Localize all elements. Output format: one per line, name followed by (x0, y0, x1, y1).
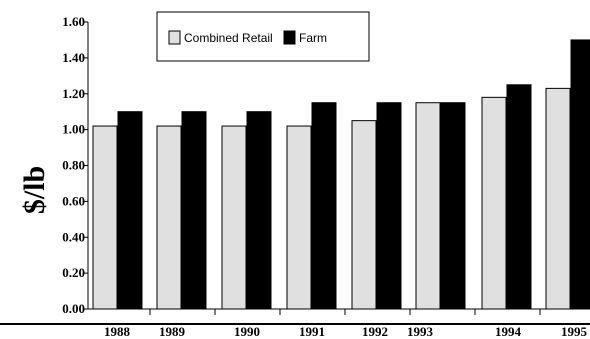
y-axis-label: $/lb (18, 166, 51, 214)
tick-labels: 0.00 0.20 0.40 0.60 0.80 1.00 1.20 1.40 1.60 1988… (62, 14, 587, 339)
x-tick-label-1989: 1989 (159, 324, 186, 339)
bar-farm-1990 (246, 111, 272, 310)
bar-combined-retail-1989 (156, 125, 182, 310)
bar-farm-1991 (311, 102, 337, 310)
bar-combined-retail-1992 (351, 120, 377, 310)
bar-combined-retail-1988 (92, 125, 118, 310)
y-tick-label: 0.60 (62, 193, 85, 208)
y-tick-label: 1.40 (62, 50, 85, 65)
bar-farm-1988 (117, 111, 143, 310)
y-tick-label: 0.40 (62, 229, 85, 244)
y-tick-label: 0.20 (62, 265, 85, 280)
y-tick-label: 1.20 (62, 86, 85, 101)
bar-combined-retail-1990 (221, 125, 247, 310)
y-tick-label: 1.60 (62, 14, 85, 29)
legend-box (156, 11, 370, 62)
bar-farm-1994 (506, 84, 532, 310)
bar-combined-retail-1994 (481, 96, 507, 310)
y-tick-label: 0.00 (62, 301, 85, 316)
x-tick-label-1995: 1995 (561, 324, 588, 339)
x-tick-label-1992: 1992 (362, 324, 388, 339)
legend-swatch-combined-retail (168, 30, 181, 45)
x-tick-label-1991: 1991 (299, 324, 325, 339)
bar-combined-retail-1993 (415, 102, 441, 310)
x-tick-label-1994: 1994 (495, 324, 522, 339)
bar-farm-1989 (181, 111, 207, 310)
bars (92, 39, 590, 310)
legend: Combined Retail Farm (156, 11, 370, 62)
x-tick-label-1993: 1993 (407, 324, 434, 339)
x-tick-label-1988: 1988 (104, 324, 131, 339)
legend-label-farm: Farm (299, 31, 327, 45)
x-tick-label-1990: 1990 (234, 324, 260, 339)
y-tick-label: 0.80 (62, 158, 85, 173)
legend-label-combined-retail: Combined Retail (184, 31, 273, 45)
bar-combined-retail-1991 (286, 125, 312, 310)
bar-farm-1993 (440, 102, 466, 310)
legend-swatch-farm (283, 30, 296, 45)
bar-farm-1995 (570, 39, 590, 310)
y-tick-label: 1.00 (62, 122, 85, 137)
bar-combined-retail-1995 (545, 87, 571, 310)
bar-farm-1992 (376, 102, 402, 310)
